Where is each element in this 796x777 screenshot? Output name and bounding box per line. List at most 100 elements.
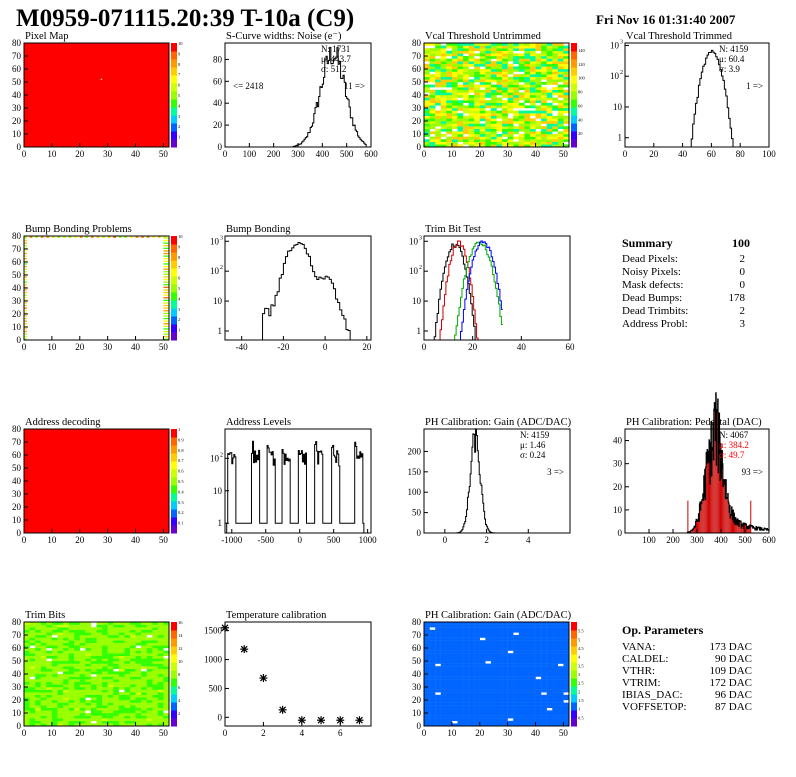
heatmap-cell [118,661,125,664]
marker-stroke [259,674,267,682]
heatmap-cell [152,681,159,685]
heatmap-cell [74,689,80,693]
heatmap-cell [124,684,131,688]
heatmap-cell [113,707,120,711]
heatmap-cell [557,102,564,106]
heatmap-cell [518,53,525,57]
heatmap-cell [96,661,103,664]
heatmap-cell [490,102,497,106]
x-tick-label: 200 [666,535,680,545]
y-tick-label: 0 [417,142,422,152]
heatmap-cell [74,648,80,651]
heatmap-cell [507,105,514,109]
heatmap-cell [85,653,92,656]
heatmap-cell [29,642,36,646]
heatmap-cell [474,627,480,630]
heatmap-cell [96,650,103,654]
heatmap-cell [502,674,508,677]
heatmap-cell [546,113,553,116]
heatmap-cell [479,53,486,57]
heatmap-cell [468,110,475,114]
heatmap-cell [113,648,120,651]
heatmap-cell [440,676,447,680]
heatmap-cell [552,121,559,124]
heatmap-cell [29,635,36,638]
heatmap-cell [535,661,542,664]
heatmap-cell [440,713,447,716]
heatmap-cell [557,648,564,651]
heatmap-cell [446,61,453,64]
heatmap-cell [490,715,497,719]
heatmap-cell [496,110,503,114]
heatmap-cell [546,131,553,135]
heatmap-cell [479,627,486,630]
heatmap-cell [507,674,514,677]
heatmap-cell [513,113,520,116]
heatmap-cell [429,113,436,116]
heatmap-cell [468,144,475,148]
heatmap-cell [446,697,453,701]
heatmap-cell [435,671,441,675]
heatmap-cell [107,642,114,646]
heatmap-cell [474,720,480,724]
heatmap-cell [429,115,436,119]
heatmap-cell [479,653,486,656]
heatmap-cell [35,689,41,693]
heatmap-cell [440,720,447,724]
heatmap-cell [474,84,480,88]
heatmap-cell [552,136,559,140]
heatmap-cell [463,689,469,693]
heatmap-cell [102,645,108,649]
heatmap-cell [513,710,520,714]
heatmap-cell [468,697,475,701]
heatmap-cell [429,102,436,106]
heatmap-cell [513,692,520,695]
heatmap-cell [535,48,542,51]
heatmap-cell [529,61,536,64]
heatmap-cell [513,629,520,633]
heatmap-cell [563,650,570,654]
heatmap-cell [68,707,75,711]
x-tick-label: 30 [103,728,113,738]
heatmap-cell [435,71,441,75]
heatmap-cell [457,63,464,67]
heatmap-cell [524,123,531,127]
heatmap-cell [440,134,447,137]
heatmap-cell [102,658,108,662]
heatmap-cell [541,118,547,122]
heatmap-cell [141,645,147,649]
heatmap-cell [57,710,64,714]
heatmap-cell [502,650,508,654]
heatmap-cell [85,624,92,628]
heatmap-cell [102,720,108,724]
heatmap-cell [457,710,464,714]
heatmap-cell [440,110,447,114]
heatmap-cell [496,128,503,132]
heatmap-cell [429,92,436,96]
heatmap-cell [524,144,531,148]
heatmap-cell [502,50,508,54]
heatmap-cell [513,89,520,93]
heatmap-cell [457,136,464,140]
plot-title: Temperature calibration [226,610,327,621]
heatmap-cell [552,43,559,46]
heatmap-cell [552,694,559,698]
heatmap-cell [490,622,497,625]
heatmap-cell [57,645,64,649]
heatmap-cell [24,707,30,711]
heatmap-cell [546,705,553,708]
heatmap-cell [135,663,142,667]
heatmap-cell [51,658,58,662]
heatmap-cell [485,658,492,662]
heatmap-cell [496,48,503,51]
heatmap-cell [451,637,458,641]
heatmap-cell [490,723,497,727]
heatmap-cell [424,144,430,148]
heatmap-cell [490,97,497,101]
heatmap-cell [529,53,536,57]
heatmap-cell [440,723,447,727]
heatmap-cell [479,666,486,669]
heatmap-cell [152,645,159,649]
heatmap-cell [518,113,525,116]
heatmap-cell [490,687,497,690]
